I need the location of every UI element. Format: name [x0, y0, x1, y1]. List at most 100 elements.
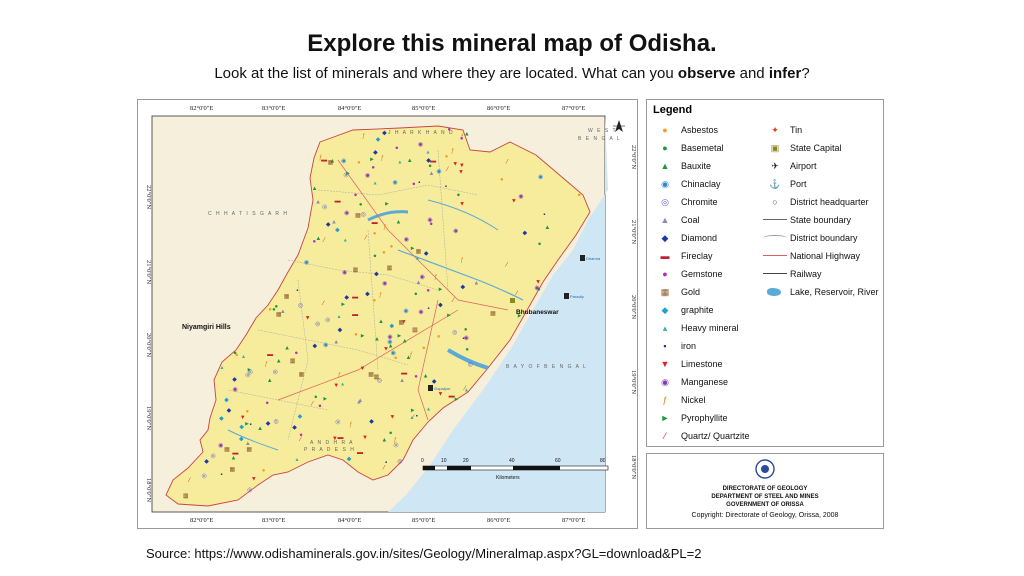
coord-top-85: 85°0'0"E [412, 105, 435, 112]
credit-government: GOVERNMENT OF ORISSA [726, 502, 804, 508]
gemstone-legend-icon: ● [662, 269, 668, 279]
diamond-deposit-icon: ◆ [204, 459, 209, 465]
limestone-deposit-icon: ▼ [401, 319, 407, 325]
label-andhra-2: P R A D E S H [304, 447, 355, 453]
quartz-quartzite-deposit-icon: ⁄ [451, 298, 455, 304]
gold-deposit-icon: ▦ [183, 494, 189, 500]
manganese-deposit-icon: ◉ [365, 173, 370, 179]
limestone-deposit-icon: ▼ [305, 315, 311, 321]
nickel-deposit-icon: ƒ [460, 134, 463, 140]
diamond-deposit-icon: ◆ [232, 377, 237, 383]
pyrophyllite-deposit-icon: ► [384, 201, 390, 207]
basemetal-deposit-icon: ● [414, 291, 418, 297]
label-gopalpur: Gopalpur [434, 386, 451, 391]
diamond-deposit-icon: ◆ [426, 158, 431, 164]
chromite-deposit-icon: ◎ [274, 419, 279, 425]
chromite-deposit-icon: ◎ [343, 172, 348, 178]
asbestos-legend-icon: ● [662, 125, 668, 135]
bauxite-deposit-icon: ▲ [396, 220, 402, 226]
basemetal-deposit-icon: ● [274, 304, 278, 310]
scale-unit: Kilometers [496, 475, 520, 481]
limestone-deposit-icon: ▼ [332, 436, 338, 442]
legend-label-lake-reservoir-river: Lake, Reservoir, River [790, 287, 879, 297]
iron-deposit-icon: ▪ [427, 306, 429, 312]
coord-bottom-87: 87°0'0"E [562, 517, 585, 524]
bauxite-deposit-icon: ▲ [257, 426, 263, 432]
gold-deposit-icon: ▦ [353, 267, 359, 273]
coord-bottom-84: 84°0'0"E [338, 517, 361, 524]
state-capital-legend-icon: ▣ [770, 143, 780, 153]
legend-label-airport: Airport [790, 161, 817, 171]
manganese-deposit-icon: ◉ [418, 309, 423, 315]
basemetal-deposit-icon: ● [538, 242, 542, 248]
limestone-deposit-icon: ▼ [389, 415, 395, 421]
iron-deposit-icon: ▪ [445, 184, 447, 190]
fireclay-deposit-icon: ▬ [430, 158, 436, 164]
limestone-deposit-icon: ▼ [511, 199, 517, 205]
chromite-deposit-icon: ◎ [468, 362, 473, 368]
pyrophyllite-legend-icon: ► [660, 413, 670, 423]
gold-deposit-icon: ▦ [229, 467, 235, 473]
nickel-deposit-icon: ƒ [349, 422, 352, 428]
bauxite-deposit-icon: ▲ [374, 336, 380, 342]
quartz-quartzite-deposit-icon: ⁄ [514, 291, 518, 297]
diamond-deposit-icon: ◆ [382, 130, 387, 136]
subtitle-observe: observe [677, 65, 736, 82]
pyrophyllite-deposit-icon: ► [410, 408, 416, 414]
chromite-deposit-icon: ◎ [315, 322, 320, 328]
manganese-deposit-icon: ◉ [218, 443, 223, 449]
bauxite-deposit-icon: ▲ [423, 374, 429, 380]
pyrophyllite-deposit-icon: ► [360, 334, 366, 340]
bauxite-deposit-icon: ▲ [544, 225, 550, 231]
chinaclay-deposit-icon: ◉ [304, 260, 309, 266]
gold-deposit-icon: ▦ [328, 160, 334, 166]
bauxite-deposit-icon: ▲ [276, 358, 282, 364]
legend-label-tin: Tin [790, 125, 803, 135]
fireclay-deposit-icon: ▬ [232, 451, 238, 457]
gemstone-deposit-icon: ● [371, 165, 375, 171]
asbestos-deposit-icon: ● [373, 298, 377, 304]
gold-deposit-icon: ▦ [276, 312, 282, 318]
pyrophyllite-deposit-icon: ► [396, 334, 402, 340]
manganese-deposit-icon: ◉ [518, 194, 523, 200]
right-coords: 22°0'0"N 21°0'0"N 20°0'0"N 19°0'0"N 18°0… [630, 145, 637, 479]
coal-deposit-icon: ▲ [280, 309, 286, 315]
legend-label-diamond: Diamond [681, 233, 718, 243]
chinaclay-legend-icon: ◉ [661, 179, 669, 189]
nickel-deposit-icon: ƒ [383, 224, 386, 230]
chinaclay-deposit-icon: ◉ [538, 174, 543, 180]
bauxite-legend-icon: ▲ [660, 161, 670, 171]
chromite-legend-icon: ◎ [661, 197, 669, 207]
basemetal-deposit-icon: ● [464, 327, 468, 333]
basemetal-deposit-icon: ● [537, 287, 541, 293]
pyrophyllite-deposit-icon: ► [517, 314, 523, 320]
quartz-quartzite-deposit-icon: ⁄ [505, 160, 509, 166]
source-citation: Source: https://www.odishaminerals.gov.i… [146, 546, 702, 561]
gold-deposit-icon: ▦ [374, 375, 380, 381]
fireclay-deposit-icon: ▬ [335, 199, 341, 205]
pyrophyllite-deposit-icon: ► [247, 367, 253, 373]
government-seal-icon [755, 459, 775, 479]
legend-label-limestone: Limestone [681, 359, 723, 369]
legend-label-chromite: Chromite [681, 197, 718, 207]
coord-right-20: 20°0'0"N [630, 295, 637, 319]
graphite-legend-icon: ◆ [661, 305, 669, 315]
legend-label-bauxite: Bauxite [681, 161, 712, 171]
chromite-deposit-icon: ◎ [452, 330, 457, 336]
graphite-deposit-icon: ◆ [224, 397, 229, 403]
label-bay-of-bengal: B A Y O F B E N G A L [506, 364, 587, 370]
limestone-deposit-icon: ▼ [251, 476, 257, 482]
quartz-quartzite-deposit-icon: ⁄ [321, 301, 325, 307]
asbestos-deposit-icon: ● [373, 231, 377, 237]
manganese-deposit-icon: ◉ [427, 217, 432, 223]
asbestos-deposit-icon: ● [262, 468, 266, 474]
district-boundaries [227, 149, 479, 441]
gemstone-deposit-icon: ● [294, 350, 298, 356]
manganese-deposit-icon: ◉ [453, 228, 458, 234]
bauxite-deposit-icon: ▲ [315, 236, 321, 242]
quartz-quartzite-deposit-icon: ⁄ [411, 415, 415, 421]
chinaclay-deposit-icon: ◉ [387, 340, 392, 346]
pyrophyllite-deposit-icon: ► [345, 171, 351, 177]
diamond-deposit-icon: ◆ [266, 421, 271, 427]
label-paradip: Paradip [570, 294, 585, 299]
